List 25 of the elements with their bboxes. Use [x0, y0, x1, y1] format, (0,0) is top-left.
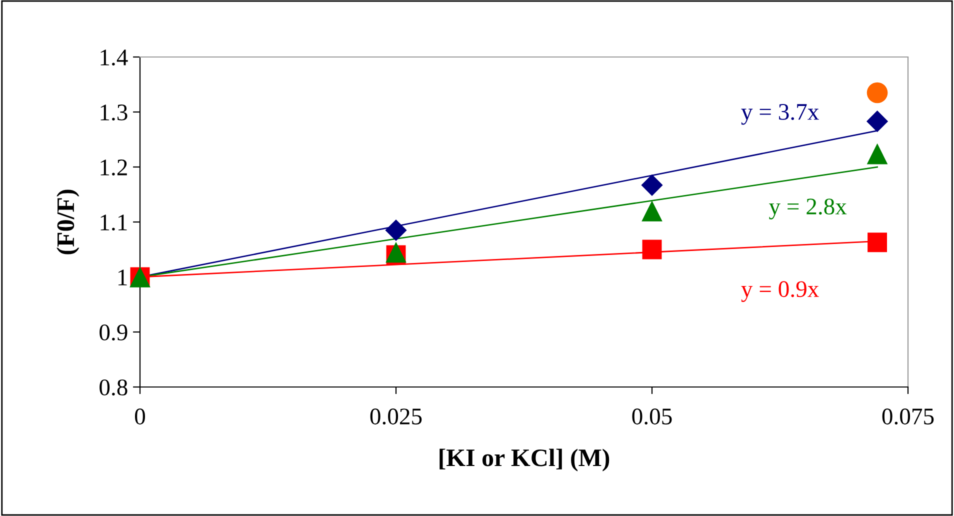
y-tick-label: 1.1 [100, 214, 127, 231]
point [642, 240, 662, 260]
y-tick-label: 1.4 [100, 50, 128, 66]
point [385, 219, 407, 242]
y-tick-label: 0.8 [100, 379, 128, 396]
x-tick-label: 0.05 [632, 408, 672, 425]
point [866, 143, 888, 164]
annotation: y = 2.8x [769, 198, 847, 220]
x-axis-title: [KI or KCl] (M) [440, 448, 610, 472]
x-tick-label: 0 [134, 408, 146, 424]
point [866, 82, 888, 104]
x-tick-label: 0.075 [882, 408, 934, 425]
point [386, 242, 406, 263]
y-tick-label: 1 [118, 270, 127, 286]
point [642, 200, 662, 222]
point [866, 110, 888, 132]
y-tick-label: 1.2 [100, 160, 127, 176]
annotation: y = 0.9x [741, 281, 819, 302]
y-axis-title: (F0/F) [56, 190, 80, 254]
y-tick-label: 0.9 [100, 324, 128, 341]
annotation: y = 3.7x [741, 104, 819, 125]
x-tick-label: 0.025 [370, 408, 422, 425]
point [868, 232, 888, 252]
point [641, 174, 663, 196]
y-tick-label: 1.3 [100, 104, 128, 121]
